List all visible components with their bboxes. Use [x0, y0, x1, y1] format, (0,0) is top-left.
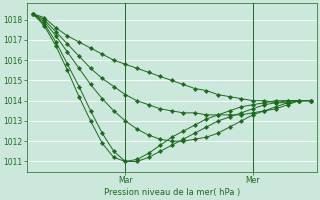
X-axis label: Pression niveau de la mer( hPa ): Pression niveau de la mer( hPa ): [104, 188, 240, 197]
